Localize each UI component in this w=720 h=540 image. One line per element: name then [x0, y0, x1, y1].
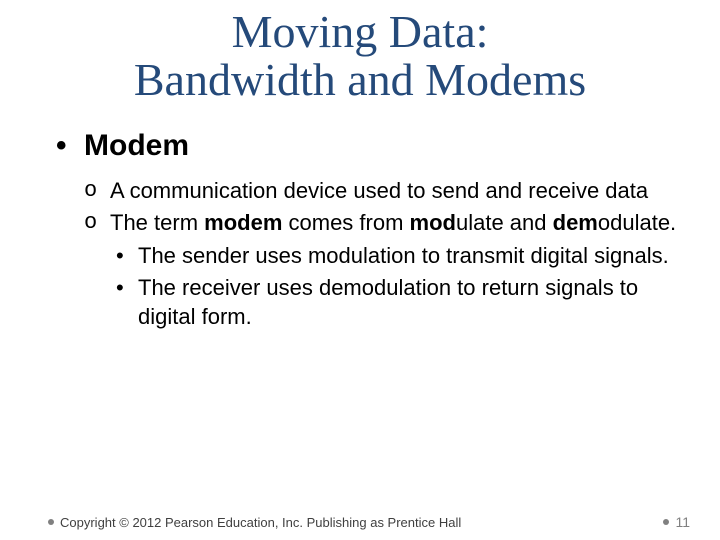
list-item: The sender uses modulation to transmit d… [116, 242, 690, 271]
page-number: 11 [675, 514, 690, 530]
item-text: The term [110, 210, 204, 235]
item-text: The receiver uses demodulation to return… [138, 275, 638, 329]
item-bold: dem [553, 210, 598, 235]
copyright-text: Copyright © 2012 Pearson Education, Inc.… [60, 515, 461, 530]
item-bold: modem [204, 210, 282, 235]
item-text: comes from [282, 210, 409, 235]
footer-left: Copyright © 2012 Pearson Education, Inc.… [48, 515, 461, 530]
title-line-1: Moving Data: [232, 6, 489, 57]
footer-right: 11 [663, 514, 690, 530]
list-item: A communication device used to send and … [84, 177, 690, 206]
list-item: The term modem comes from modulate and d… [84, 209, 690, 238]
sub-bullets: A communication device used to send and … [56, 177, 690, 332]
heading-text: Modem [84, 129, 189, 162]
title-line-2: Bandwidth and Modems [134, 54, 586, 105]
item-text: odulate. [598, 210, 676, 235]
footer: Copyright © 2012 Pearson Education, Inc.… [48, 514, 690, 530]
item-text: ulate and [456, 210, 553, 235]
item-bold: mod [410, 210, 456, 235]
content-area: Modem A communication device used to sen… [0, 129, 720, 332]
footer-bullet-icon [48, 519, 54, 525]
footer-bullet-icon [663, 519, 669, 525]
slide: Moving Data: Bandwidth and Modems Modem … [0, 8, 720, 540]
item-text: A communication device used to send and … [110, 178, 648, 203]
heading-bullet: Modem [56, 129, 690, 163]
list-item: The receiver uses demodulation to return… [116, 274, 690, 331]
item-text: The sender uses modulation to transmit d… [138, 243, 669, 268]
slide-title: Moving Data: Bandwidth and Modems [0, 8, 720, 105]
